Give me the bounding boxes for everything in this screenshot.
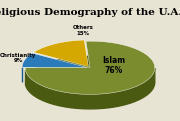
Ellipse shape bbox=[25, 56, 155, 109]
Polygon shape bbox=[25, 41, 155, 94]
Text: Religious Demography of the U.A.E.: Religious Demography of the U.A.E. bbox=[0, 8, 180, 17]
Polygon shape bbox=[34, 40, 88, 67]
Text: Christianity
9%: Christianity 9% bbox=[0, 53, 36, 64]
Text: Islam
76%: Islam 76% bbox=[102, 56, 125, 75]
Text: Others
15%: Others 15% bbox=[72, 25, 93, 36]
Polygon shape bbox=[22, 53, 87, 67]
Polygon shape bbox=[26, 68, 155, 109]
